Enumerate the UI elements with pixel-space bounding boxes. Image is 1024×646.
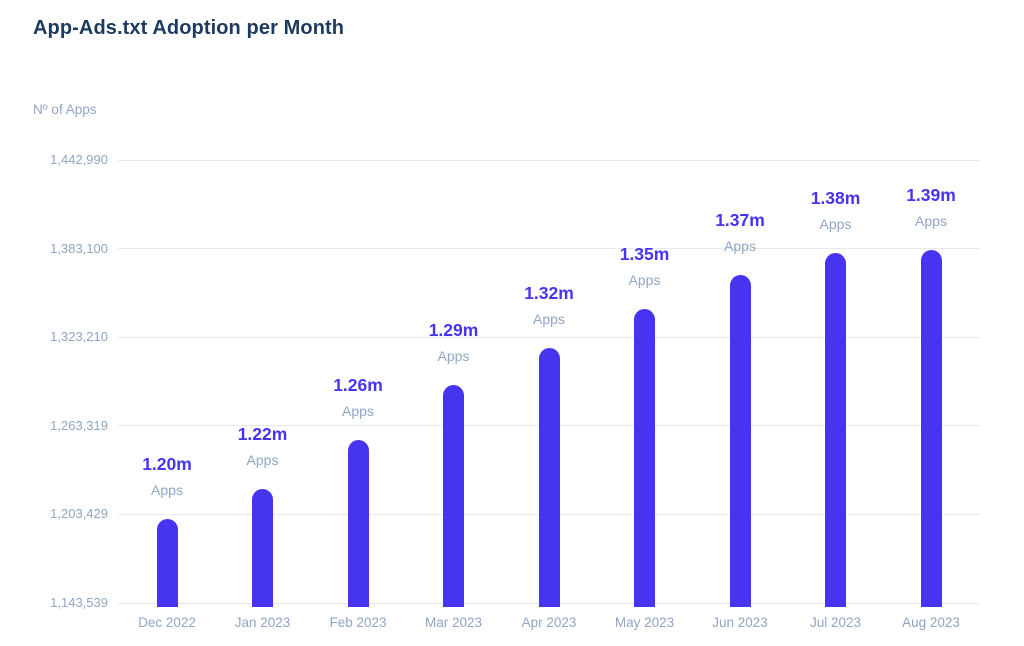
x-tick-label-may-2023: May 2023	[614, 615, 675, 630]
gridline	[118, 248, 980, 250]
x-tick-label-jun-2023: Jun 2023	[712, 615, 768, 630]
bar-value-label: 1.22m	[237, 424, 288, 445]
bar-jan-2023[interactable]	[252, 489, 273, 607]
bar-value-label: 1.39m	[906, 184, 956, 205]
x-tick-label-dec-2022: Dec 2022	[138, 615, 196, 630]
y-tick-label: 1,203,429	[50, 506, 108, 522]
bar-value-label: 1.26m	[333, 375, 383, 396]
bar-mar-2023[interactable]	[443, 385, 464, 607]
bar-value-label: 1.29m	[428, 320, 479, 341]
y-tick-label: 1,323,210	[50, 329, 108, 345]
bar-label-dec-2022: 1.20m Apps	[107, 453, 227, 499]
bar-value-label: 1.38m	[810, 188, 861, 209]
bar-jul-2023[interactable]	[825, 253, 846, 607]
bar-label-mar-2023: 1.29m Apps	[394, 319, 514, 365]
bar-value-label: 1.32m	[524, 283, 574, 303]
y-tick-label: 1,263,319	[50, 417, 108, 433]
bar-label-jun-2023: 1.37m Apps	[680, 209, 800, 255]
y-axis-title: Nº of Apps	[33, 102, 97, 117]
bar-unit-label: Apps	[628, 271, 661, 288]
bar-unit-label: Apps	[342, 403, 374, 420]
y-tick-label: 1,143,539	[50, 595, 108, 610]
bar-unit-label: Apps	[915, 212, 947, 229]
bar-aug-2023[interactable]	[920, 249, 942, 607]
y-tick-label: 1,383,100	[50, 240, 108, 256]
chart-title: App-Ads.txt Adoption per Month	[33, 17, 345, 39]
bar-unit-label: Apps	[246, 452, 279, 469]
bar-label-may-2023: 1.35m Apps	[585, 243, 705, 289]
bar-unit-label: Apps	[724, 237, 756, 254]
gridline	[118, 336, 980, 338]
x-tick-label-aug-2023: Aug 2023	[902, 615, 960, 630]
bar-unit-label: Apps	[437, 348, 470, 365]
bar-may-2023[interactable]	[634, 308, 655, 607]
bar-dec-2022[interactable]	[156, 519, 178, 607]
bar-feb-2023[interactable]	[347, 440, 369, 607]
bar-value-label: 1.37m	[715, 209, 765, 230]
bar-value-label: 1.35m	[619, 243, 670, 264]
bar-label-jul-2023: 1.38m Apps	[776, 187, 896, 233]
y-tick-label: 1,442,990	[50, 152, 108, 167]
bar-unit-label: Apps	[151, 482, 183, 499]
x-tick-label-feb-2023: Feb 2023	[329, 615, 387, 630]
bar-unit-label: Apps	[819, 216, 852, 233]
x-tick-label-jan-2023: Jan 2023	[234, 615, 291, 630]
x-tick-label-jul-2023: Jul 2023	[809, 615, 862, 630]
bar-jun-2023[interactable]	[729, 274, 751, 607]
bar-label-feb-2023: 1.26m Apps	[298, 374, 418, 420]
gridline	[118, 159, 980, 161]
bar-label-aug-2023: 1.39m Apps	[871, 184, 991, 230]
x-tick-label-mar-2023: Mar 2023	[424, 615, 483, 630]
bar-label-jan-2023: 1.22m Apps	[203, 423, 323, 469]
bar-label-apr-2023: 1.32m Apps	[489, 282, 609, 328]
x-tick-label-apr-2023: Apr 2023	[521, 615, 577, 630]
bar-apr-2023[interactable]	[538, 348, 560, 607]
bar-value-label: 1.20m	[142, 454, 192, 475]
bar-unit-label: Apps	[533, 311, 565, 327]
